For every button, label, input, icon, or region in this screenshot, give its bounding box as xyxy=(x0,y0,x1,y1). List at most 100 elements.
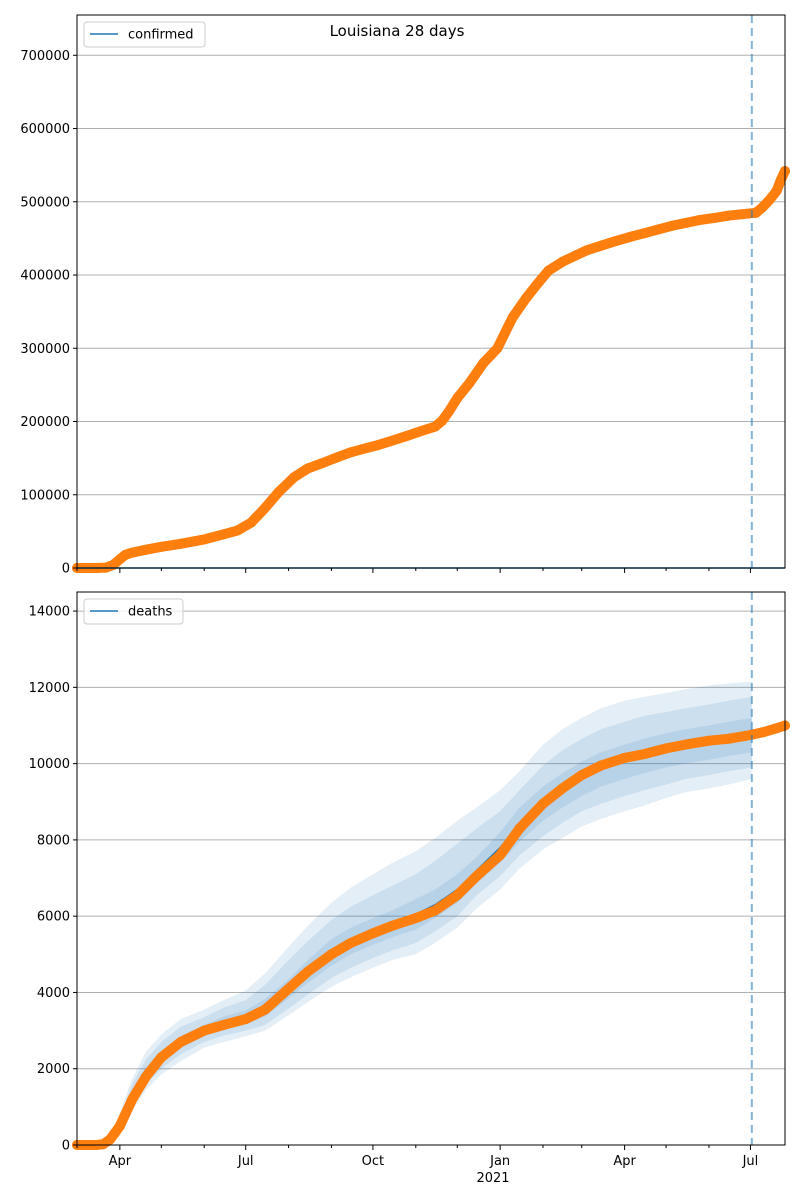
observed-point xyxy=(745,730,756,740)
bottom-axes-frame xyxy=(76,591,786,1146)
y-tick-label: 600000 xyxy=(20,122,70,137)
figure-title: Louisiana 28 days xyxy=(330,22,465,40)
observed-point xyxy=(471,871,482,882)
observed-point xyxy=(737,209,748,220)
observed-point xyxy=(240,1014,251,1025)
top-axes-frame xyxy=(76,14,786,569)
observed-point xyxy=(625,231,636,242)
observed-point xyxy=(709,212,720,223)
observed-point xyxy=(373,439,384,450)
observed-point xyxy=(500,326,511,337)
observed-point xyxy=(416,426,427,436)
observed-point xyxy=(199,534,210,545)
observed-point xyxy=(661,743,672,754)
observed-point xyxy=(260,502,271,513)
observed-point xyxy=(596,760,607,771)
observed-point xyxy=(246,517,257,528)
observed-point xyxy=(332,452,342,463)
y-tick-label: 2000 xyxy=(37,1062,70,1077)
observed-point xyxy=(680,218,691,228)
observed-point xyxy=(127,547,138,558)
observed-point xyxy=(495,850,506,861)
observed-point xyxy=(437,415,448,426)
observed-point xyxy=(199,1025,210,1036)
observed-point xyxy=(345,447,356,458)
x-axis-year-label: 2021 xyxy=(476,1171,509,1186)
y-tick-label: 400000 xyxy=(20,269,70,284)
observed-point xyxy=(218,529,229,540)
observed-point xyxy=(273,486,284,497)
observed-point xyxy=(141,1071,152,1082)
bottom-y-axis-ticks: 0 2000 4000 6000 8000 10000 12000 14000 xyxy=(29,605,77,1154)
observed-point xyxy=(359,443,370,454)
observed-point xyxy=(723,210,734,221)
y-tick-label: 100000 xyxy=(20,488,70,503)
x-tick-label: Jul xyxy=(237,1154,254,1169)
observed-point xyxy=(757,727,768,738)
top-y-axis-ticks: 0 100000 200000 300000 400000 500000 600000 700… xyxy=(20,49,77,577)
observed-point xyxy=(175,1037,186,1047)
observed-point xyxy=(507,312,518,323)
observed-point xyxy=(478,357,489,368)
observed-point xyxy=(302,463,313,474)
observed-point xyxy=(521,292,532,303)
y-tick-label: 4000 xyxy=(37,986,70,1001)
observed-point xyxy=(557,783,568,794)
observed-point xyxy=(609,236,620,247)
x-tick-label: Oct xyxy=(362,1154,384,1169)
observed-point xyxy=(283,983,294,994)
observed-point xyxy=(156,1052,167,1063)
observed-point xyxy=(156,541,167,552)
observed-point xyxy=(127,1094,138,1105)
observed-point xyxy=(619,752,630,763)
top-legend: confirmed xyxy=(83,21,206,48)
observed-point xyxy=(492,343,503,354)
y-tick-label: 0 xyxy=(62,562,70,577)
observed-point xyxy=(576,770,587,781)
x-tick-label: Jul xyxy=(742,1154,759,1169)
deaths-panel: 0 2000 4000 6000 8000 10000 12000 14000 Apr Jul O… xyxy=(29,591,790,1186)
observed-point xyxy=(703,735,714,746)
observed-point xyxy=(571,250,582,261)
observed-point xyxy=(316,458,327,469)
observed-point xyxy=(105,1134,116,1145)
observed-point xyxy=(367,928,378,939)
observed-point xyxy=(694,215,705,226)
observed-point xyxy=(260,1004,271,1015)
observed-point xyxy=(218,1019,229,1030)
observed-point xyxy=(666,220,677,231)
y-tick-label: 700000 xyxy=(20,49,70,64)
observed-point xyxy=(430,421,441,432)
observed-point xyxy=(757,201,768,212)
observed-point xyxy=(538,798,548,809)
observed-point xyxy=(430,905,441,916)
top-legend-label: confirmed xyxy=(128,28,194,43)
observed-point xyxy=(543,265,554,276)
confirmed-panel: 0 100000 200000 300000 400000 500000 600000 700… xyxy=(20,14,790,577)
observed-point xyxy=(175,538,186,549)
observed-point xyxy=(723,733,734,744)
observed-point xyxy=(387,435,398,446)
observed-point xyxy=(764,194,775,205)
observed-point xyxy=(751,207,761,218)
x-tick-label: Apr xyxy=(613,1154,636,1169)
top-x-axis-ticks xyxy=(76,568,751,573)
observed-point xyxy=(452,890,463,901)
observed-point xyxy=(532,278,543,289)
observed-point xyxy=(289,472,300,483)
y-tick-label: 14000 xyxy=(29,605,70,620)
observed-point xyxy=(775,174,786,185)
observed-point xyxy=(232,525,243,536)
observed-point xyxy=(114,1120,125,1131)
observed-point xyxy=(345,937,356,948)
observed-point xyxy=(410,913,421,924)
observed-point xyxy=(639,228,649,239)
top-observed-series xyxy=(72,166,790,573)
bottom-legend: deaths xyxy=(83,598,184,625)
y-tick-label: 12000 xyxy=(29,681,70,696)
observed-point xyxy=(302,966,313,977)
observed-point xyxy=(582,245,593,256)
observed-point xyxy=(326,949,337,960)
observed-point xyxy=(98,1139,109,1150)
